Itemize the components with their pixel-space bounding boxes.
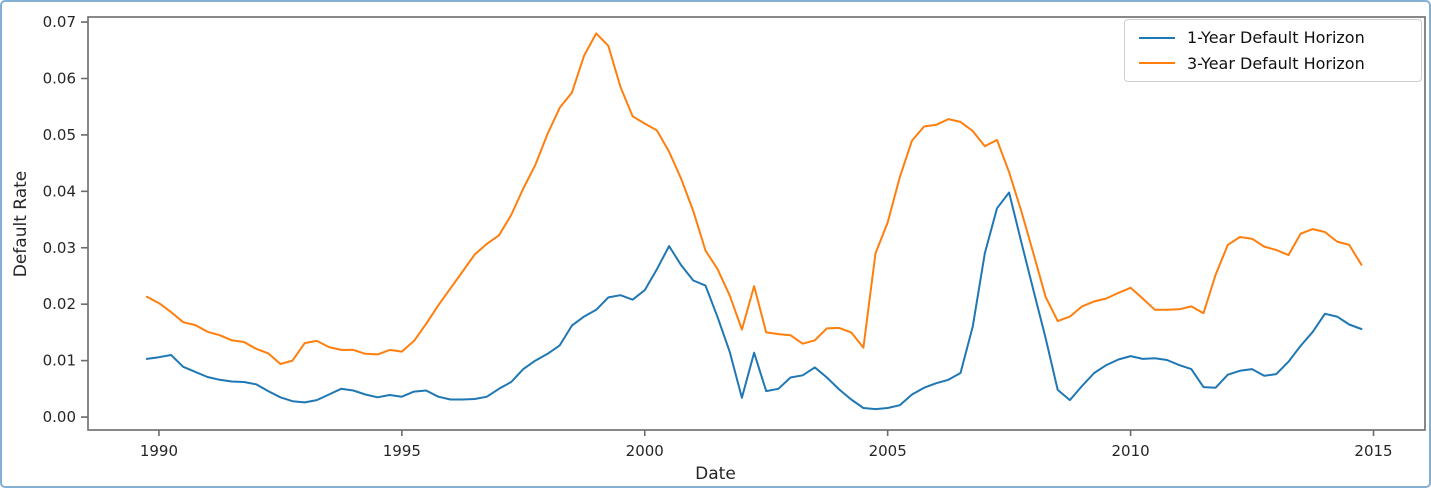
y-tick-label: 0.03 — [43, 239, 76, 257]
legend-line-sample-1-year — [1139, 36, 1175, 39]
series-line-3-year — [145, 32, 1363, 365]
x-tick-label: 2000 — [626, 442, 664, 460]
legend-label: 1-Year Default Horizon — [1187, 28, 1365, 48]
y-tick-label: 0.00 — [43, 408, 76, 426]
y-axis-title: Default Rate — [11, 170, 31, 278]
y-axis: 0.00 0.01 0.02 0.03 0.04 0.05 0.06 0.07 — [43, 13, 88, 426]
x-axis-title: Date — [695, 464, 736, 484]
y-tick-label: 0.04 — [43, 182, 76, 200]
plot-frame — [87, 16, 1426, 431]
y-tick-label: 0.05 — [43, 126, 76, 144]
legend-label: 3-Year Default Horizon — [1187, 53, 1365, 73]
x-tick-label: 1990 — [140, 442, 178, 460]
x-tick-label: 2015 — [1354, 442, 1392, 460]
legend-entry: 1-Year Default Horizon — [1133, 28, 1413, 47]
legend: 1-Year Default Horizon 3-Year Default Ho… — [1124, 19, 1422, 82]
y-tick-label: 0.07 — [43, 13, 76, 31]
y-tick-label: 0.06 — [43, 69, 76, 87]
y-tick-label: 0.01 — [43, 352, 76, 370]
x-tick-label: 1995 — [383, 442, 421, 460]
legend-entry: 3-Year Default Horizon — [1133, 54, 1413, 73]
legend-line-sample-3-year — [1139, 62, 1175, 65]
series-line-1-year — [145, 191, 1363, 411]
x-tick-label: 2005 — [869, 442, 907, 460]
y-tick-label: 0.02 — [43, 295, 76, 313]
x-axis: 1990 1995 2000 2005 2010 2015 — [140, 430, 1393, 460]
x-tick-label: 2010 — [1111, 442, 1149, 460]
